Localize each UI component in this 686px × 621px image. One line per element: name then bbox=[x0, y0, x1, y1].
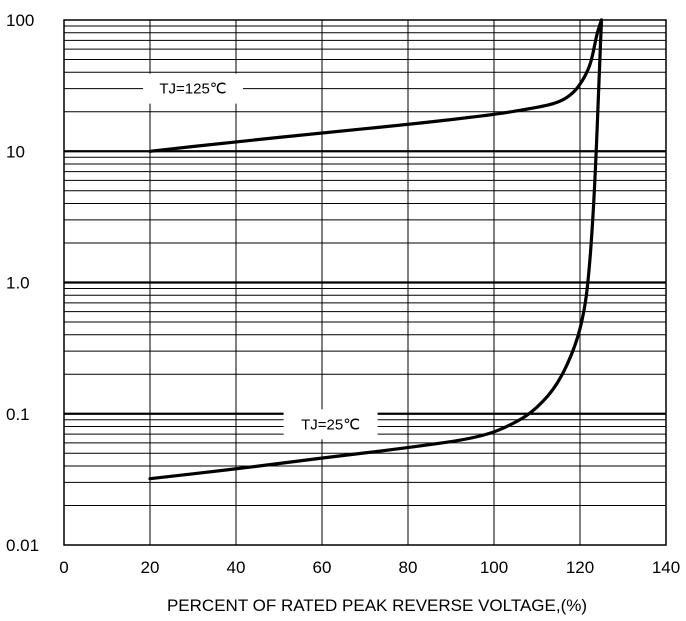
x-axis-label: PERCENT OF RATED PEAK REVERSE VOLTAGE,(%… bbox=[167, 596, 587, 615]
series-line-2 bbox=[148, 18, 604, 481]
x-tick-label: 120 bbox=[566, 558, 594, 577]
plot-frame bbox=[63, 19, 667, 546]
x-tick-label: 60 bbox=[313, 558, 332, 577]
annotation-bg bbox=[143, 73, 243, 104]
series-annotation: TJ=125℃ bbox=[159, 81, 226, 98]
y-tick-label: 0.1 bbox=[6, 405, 30, 424]
series-line-1 bbox=[148, 18, 604, 153]
tick-labels: 0 20 40 60 80 100 120 140 100 10 1.0 0.1 0.01 bbox=[6, 11, 680, 577]
annotation-bg bbox=[283, 409, 378, 440]
y-tick-label: 100 bbox=[6, 11, 34, 30]
series-group bbox=[148, 18, 604, 481]
y-tick-label: 1.0 bbox=[6, 274, 30, 293]
y-tick-label: 10 bbox=[6, 142, 25, 161]
x-tick-label: 140 bbox=[652, 558, 680, 577]
x-tick-label: 0 bbox=[59, 558, 68, 577]
series-annotations: TJ=125℃ TJ=25℃ bbox=[159, 81, 360, 434]
annotation-backgrounds bbox=[143, 73, 378, 440]
x-tick-label: 100 bbox=[480, 558, 508, 577]
x-tick-label: 80 bbox=[399, 558, 418, 577]
y-tick-label: 0.01 bbox=[6, 536, 39, 555]
x-tick-label: 40 bbox=[227, 558, 246, 577]
series-annotation: TJ=25℃ bbox=[301, 416, 360, 433]
x-tick-label: 20 bbox=[141, 558, 160, 577]
